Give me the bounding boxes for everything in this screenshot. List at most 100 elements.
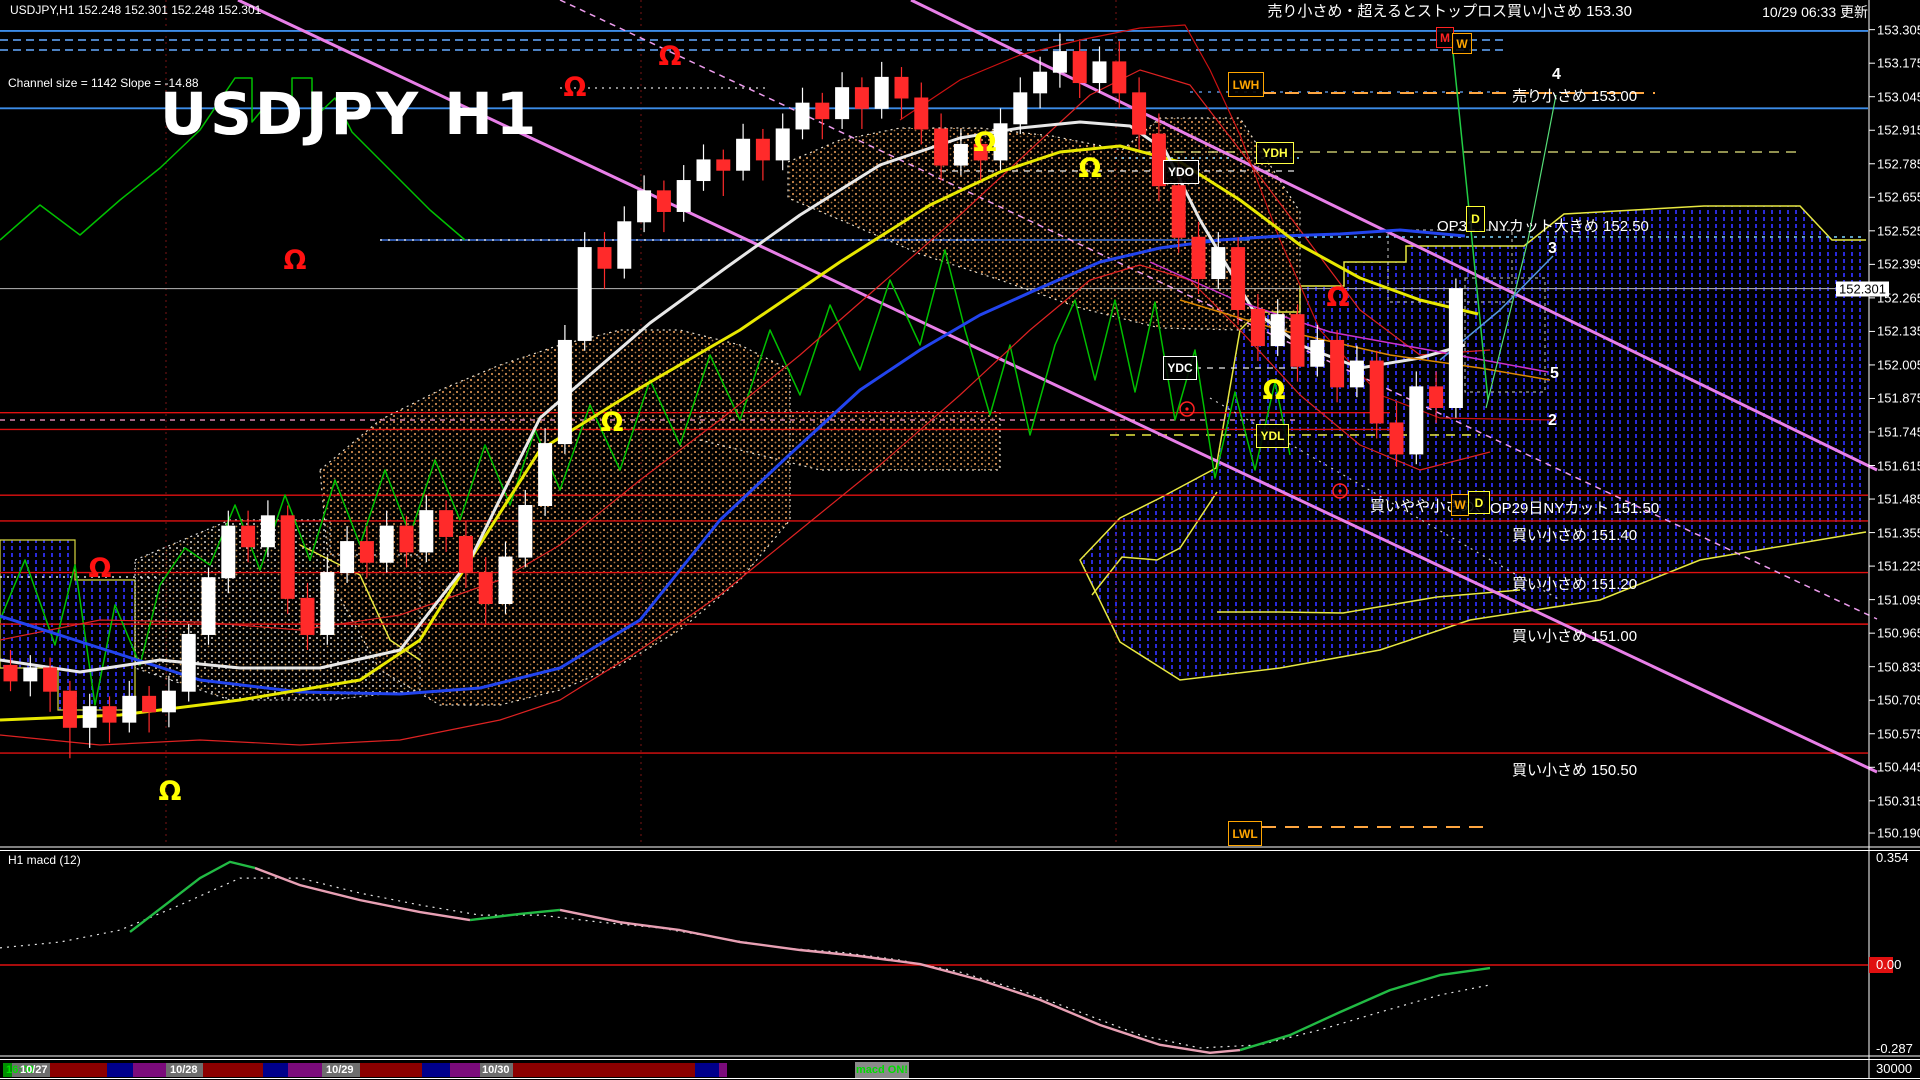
indicator-line — [1485, 94, 1557, 409]
watermark-title: USDJPY H1 — [160, 80, 540, 148]
indicator-line — [1451, 41, 1489, 401]
note-buy-15100: 買い小さめ 151.00 — [1512, 628, 1638, 645]
wave-count-number: 4 — [1552, 66, 1561, 83]
macd-main-line — [559, 908, 1241, 1055]
level-box-ydh: YDH — [1256, 142, 1294, 164]
indicator-line — [1179, 299, 1551, 381]
price-tick: 152.135 — [1877, 323, 1920, 339]
level-box-lwl: LWL — [1228, 821, 1262, 846]
macd-panel — [0, 860, 1893, 1055]
macd-tick-bottom: -0.287 — [1876, 1041, 1913, 1056]
note-sell-15300: 売り小さめ 153.00 — [1512, 88, 1638, 105]
price-tick: 152.655 — [1877, 189, 1920, 205]
marker-box-w-top: W — [1452, 33, 1472, 54]
date-label: 10/30 — [482, 1064, 510, 1076]
session-segment — [695, 1063, 719, 1077]
price-tick: 151.615 — [1877, 458, 1920, 474]
session-segment — [422, 1063, 450, 1077]
session-segment — [12, 1063, 50, 1077]
note-buy-15120: 買い小さめ 151.20 — [1512, 576, 1638, 593]
candlesticks — [3, 33, 1463, 759]
date-label: 16:00 — [6, 1064, 35, 1076]
macd-indicator-label: H1 macd (12) — [8, 853, 81, 867]
session-segment — [719, 1063, 727, 1077]
price-tick: 153.305 — [1877, 22, 1920, 38]
pattern-markers: Ω Ω Ω Ω Ω Ω Ω Ω Ω Ω — [89, 41, 1350, 807]
entry-circle-icon — [1179, 401, 1195, 417]
session-segment — [133, 1063, 166, 1077]
macd-tick-zero: 0.00 — [1876, 957, 1902, 972]
note-buy-15140: 買い小さめ 151.40 — [1512, 527, 1638, 544]
price-tick: 150.445 — [1877, 759, 1920, 775]
price-tick: 152.785 — [1877, 156, 1920, 172]
session-segment — [322, 1063, 360, 1077]
price-tick: 151.745 — [1877, 424, 1920, 440]
note-buy-15050: 買い小さめ 150.50 — [1512, 762, 1638, 779]
omega-signal-icon: Ω — [1327, 282, 1350, 313]
trendline[interactable] — [237, 0, 1878, 774]
note-buy-15150-suffix: OP29日NYカット 151.50 — [1490, 500, 1660, 517]
price-tick: 150.575 — [1877, 726, 1920, 742]
omega-signal-icon: Ω — [564, 72, 587, 103]
session-segment — [360, 1063, 422, 1077]
session-segment — [480, 1063, 513, 1077]
note-sell-15330: 売り小さめ・超えるとストップロス買い小さめ 153.30 — [1267, 3, 1632, 20]
price-tick: 150.705 — [1877, 692, 1920, 708]
omega-signal-icon: Ω — [159, 776, 182, 807]
price-tick: 151.225 — [1877, 558, 1920, 574]
macd-main-line — [1239, 966, 1491, 1052]
omega-signal-icon: Ω — [1079, 153, 1102, 184]
session-segment — [450, 1063, 480, 1077]
ichimoku-clouds — [0, 117, 1867, 711]
level-box-ydc: YDC — [1163, 356, 1197, 380]
trendline[interactable] — [1209, 397, 1561, 601]
trendline[interactable] — [559, 0, 1878, 620]
axis-corner-value: 30000 — [1876, 1061, 1913, 1076]
price-tick: 151.485 — [1877, 491, 1920, 507]
note-op31-prefix: OP31 — [1437, 218, 1476, 235]
price-tick: 153.045 — [1877, 89, 1920, 105]
macd-on-badge: macd ON! — [855, 1062, 909, 1078]
level-box-ydo: YDO — [1163, 160, 1199, 184]
omega-signal-icon: Ω — [601, 407, 624, 438]
price-tick: 151.355 — [1877, 525, 1920, 541]
price-tick: 152.915 — [1877, 122, 1920, 138]
note-op31-suffix: NYカット大きめ 152.50 — [1488, 218, 1649, 235]
omega-signal-icon: Ω — [89, 553, 112, 584]
omega-signal-icon: Ω — [974, 127, 997, 158]
macd-signal-line — [0, 877, 1491, 1049]
price-tick: 150.965 — [1877, 625, 1920, 641]
price-tick: 153.175 — [1877, 55, 1920, 71]
omega-signal-icon: Ω — [284, 245, 307, 276]
price-tick: 150.315 — [1877, 793, 1920, 809]
session-segment — [50, 1063, 107, 1077]
marker-box-w-mid: W — [1451, 494, 1469, 516]
symbol-info: USDJPY,H1 152.248 152.301 152.248 152.30… — [10, 3, 262, 17]
wave-count-number: 5 — [1550, 365, 1559, 382]
update-timestamp: 10/29 06:33 更新 — [1762, 4, 1868, 20]
session-segment — [3, 1063, 12, 1077]
date-label: 10/27 — [20, 1064, 48, 1076]
marker-box-d-top: D — [1466, 206, 1485, 232]
date-label: 10/28 — [170, 1064, 198, 1076]
session-segment — [166, 1063, 203, 1077]
session-segment — [107, 1063, 133, 1077]
price-tick: 150.190 — [1877, 825, 1920, 841]
indicator-line — [1149, 261, 1549, 373]
trendline[interactable] — [910, 0, 1878, 472]
level-box-ydl: YDL — [1256, 424, 1289, 448]
omega-signal-icon: Ω — [1263, 375, 1286, 406]
price-tick: 152.525 — [1877, 223, 1920, 239]
channel-info: Channel size = 1142 Slope = -14.88 — [8, 76, 199, 90]
price-tick: 152.395 — [1877, 256, 1920, 272]
session-segment — [203, 1063, 263, 1077]
indicator-line — [0, 264, 1491, 746]
omega-signal-icon: Ω — [659, 41, 682, 72]
session-segment — [263, 1063, 288, 1077]
indicator-line — [0, 228, 1466, 696]
session-segment — [288, 1063, 322, 1077]
indicator-line — [0, 120, 1466, 674]
session-segment — [513, 1063, 695, 1077]
